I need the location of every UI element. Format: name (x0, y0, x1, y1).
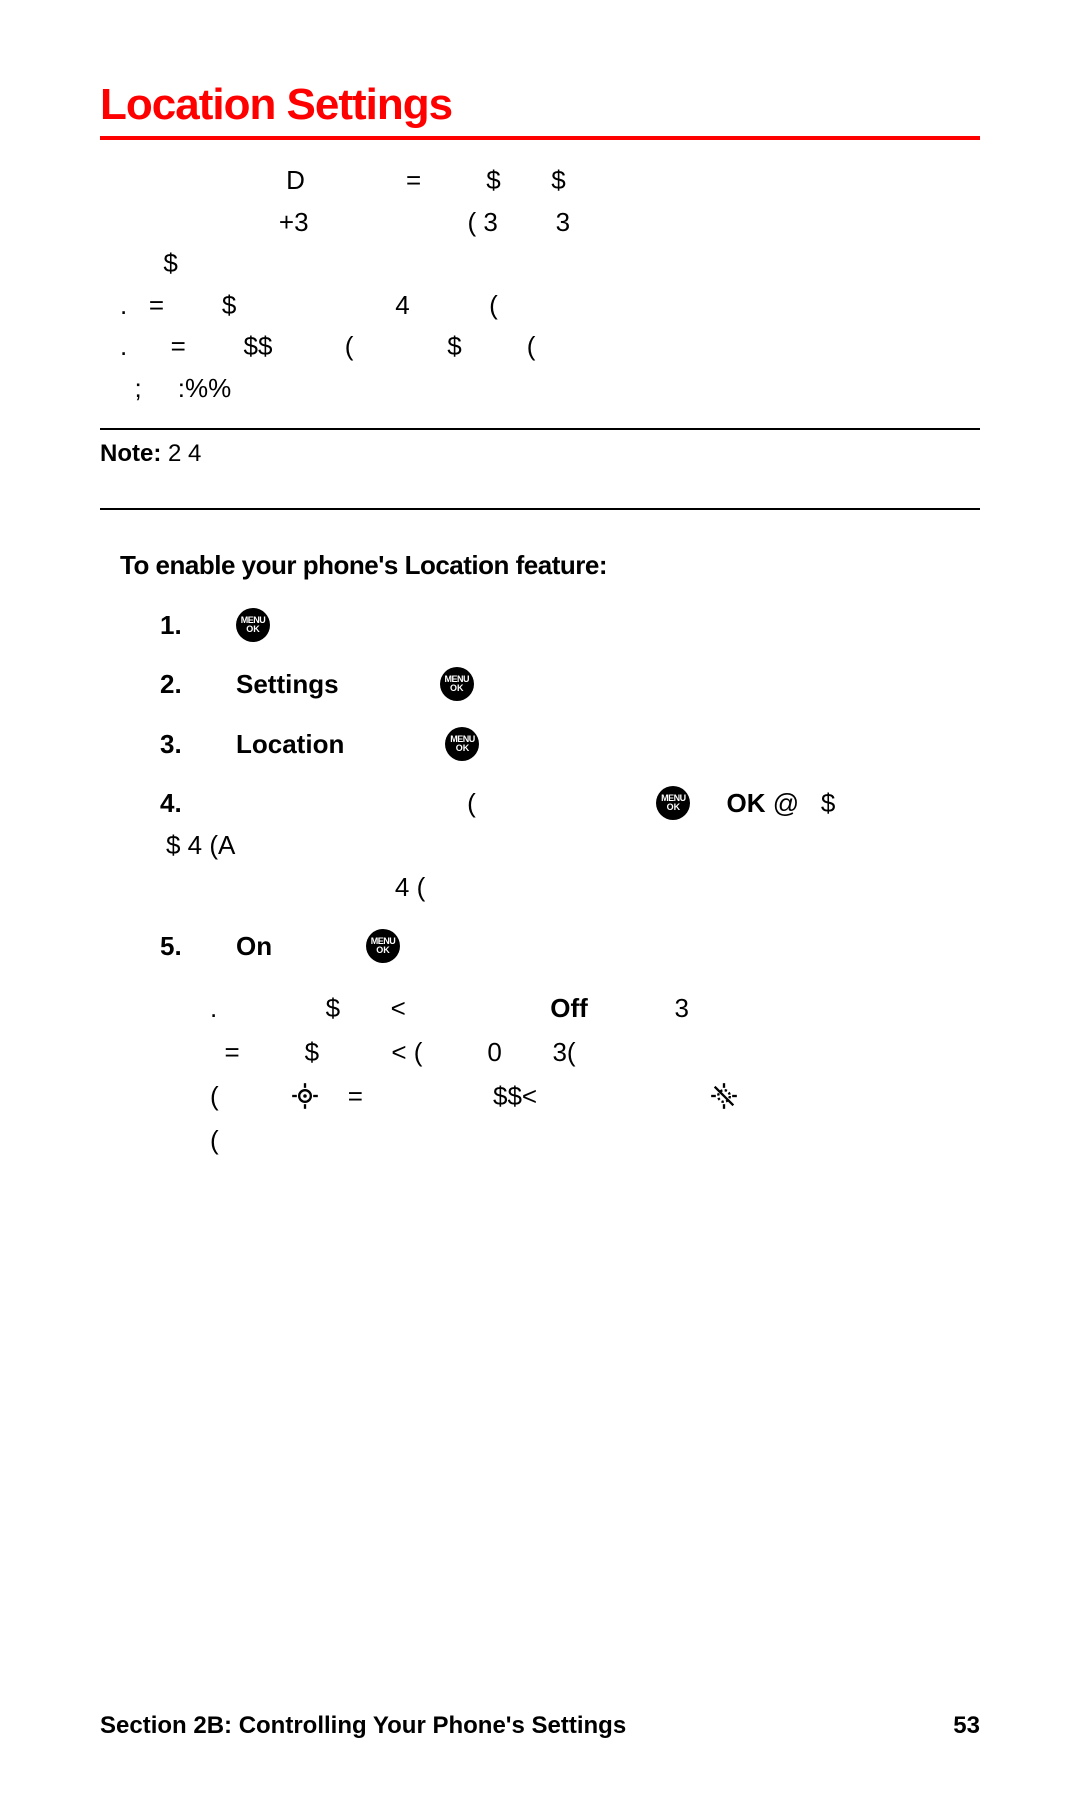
step-body: Settings MENUOK (236, 664, 980, 706)
step-label-settings: Settings (236, 669, 339, 699)
intro-paragraph: D = $ $ +3 ( 3 3 $ . = $ 4 ( . = $$ ( $ (120, 160, 980, 410)
step-number: 2. (160, 664, 190, 706)
intro-line-2: +3 ( 3 3 (120, 207, 570, 237)
after-l1a: . $ < (210, 993, 550, 1023)
step-4: 4. ( MENUOK OK @ $ $ 4 (A 4 ( (160, 783, 980, 908)
step-label-on: On (236, 931, 272, 961)
intro-bullet-1: . = $ 4 ( (120, 290, 498, 320)
footer-page-number: 53 (953, 1712, 980, 1740)
after-l2: = $ < ( 0 3( (210, 1037, 576, 1067)
menu-ok-icon: MENUOK (366, 929, 400, 963)
step4-text-a: ( (236, 788, 476, 818)
note-rule-bottom (100, 508, 980, 510)
step4-line2: $ 4 (A (166, 825, 235, 867)
step-label-location: Location (236, 729, 344, 759)
ok-label: OK (727, 788, 766, 818)
step-body: MENUOK (236, 605, 980, 647)
step-2: 2. Settings MENUOK (160, 664, 980, 706)
section-heading: Location Settings (100, 80, 980, 130)
intro-line-4: ; :%% (120, 373, 231, 403)
menu-ok-icon: MENUOK (236, 608, 270, 642)
step-body: ( MENUOK OK @ $ $ 4 (A 4 ( (236, 783, 980, 908)
note-label: Note: (100, 440, 161, 467)
off-label: Off (550, 993, 588, 1023)
step-5: 5. On MENUOK (160, 926, 980, 968)
page-footer: Section 2B: Controlling Your Phone's Set… (100, 1712, 980, 1740)
step-number: 4. (160, 783, 190, 825)
note-text: 2 4 (161, 440, 201, 467)
step-3: 3. Location MENUOK (160, 724, 980, 766)
intro-line-1: D = $ $ (120, 165, 566, 195)
step-1: 1. MENUOK (160, 605, 980, 647)
steps-list: 1. MENUOK 2. Settings MENUOK 3. Location… (160, 605, 980, 968)
after-steps-paragraph: . $ < Off 3 = $ < ( 0 3( ( = $$< ( (210, 986, 980, 1163)
note-line: Note: 2 4 (100, 440, 980, 468)
step4-line3: 4 ( (236, 872, 425, 902)
intro-bullet-2: . = $$ ( $ ( (120, 331, 535, 361)
step-body: On MENUOK (236, 926, 980, 968)
menu-ok-icon: MENUOK (656, 786, 690, 820)
menu-ok-icon: MENUOK (445, 727, 479, 761)
step-number: 5. (160, 926, 190, 968)
after-l1b: 3 (588, 993, 689, 1023)
step-number: 1. (160, 605, 190, 647)
footer-section-label: Section 2B: Controlling Your Phone's Set… (100, 1712, 626, 1740)
after-l3b: = $$< (319, 1081, 711, 1111)
menu-ok-icon: MENUOK (440, 667, 474, 701)
after-l4: ( (210, 1125, 219, 1155)
step-body: Location MENUOK (236, 724, 980, 766)
intro-line-3: $ (120, 248, 178, 278)
howto-heading: To enable your phone's Location feature: (120, 550, 980, 581)
after-l3a: ( (210, 1081, 291, 1111)
step-number: 3. (160, 724, 190, 766)
note-rule-top (100, 428, 980, 430)
location-on-icon (291, 1082, 319, 1110)
heading-underline (100, 136, 980, 140)
location-off-icon (710, 1082, 738, 1110)
step4-text-b: @ $ (766, 788, 836, 818)
